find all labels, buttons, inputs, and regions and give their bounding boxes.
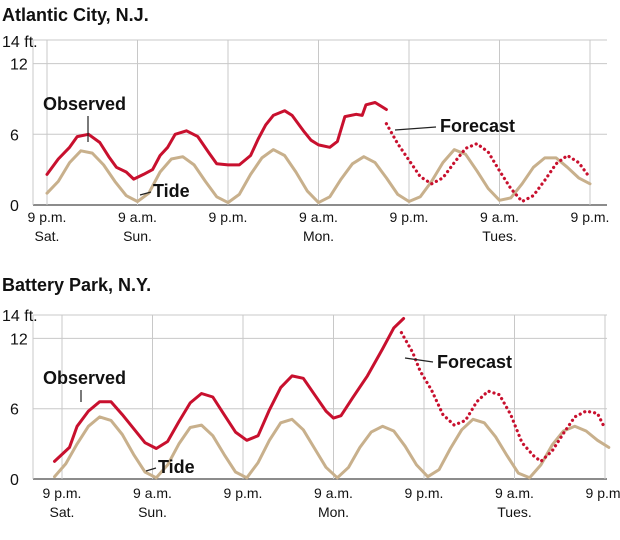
- x-tick-label: 9 p.m.: [586, 485, 620, 501]
- y-tick-label: 12: [10, 57, 28, 74]
- x-tick-label: 9 p.m.: [43, 485, 82, 501]
- annotation-tide: Tide: [158, 457, 195, 477]
- x-tick-sublabel: Mon.: [318, 504, 349, 520]
- annotation-tide: Tide: [153, 181, 190, 201]
- annotation-observed: Observed: [43, 368, 126, 388]
- x-tick-label: 9 p.m.: [571, 209, 610, 225]
- series-line-tide: [53, 415, 611, 480]
- x-tick-sublabel: Sun.: [123, 228, 152, 244]
- x-tick-label: 9 p.m.: [209, 209, 248, 225]
- x-tick-sublabel: Tues.: [482, 228, 517, 244]
- x-tick-label: 9 a.m.: [299, 209, 338, 225]
- x-tick-sublabel: Sat.: [50, 504, 75, 520]
- x-tick-label: 9 a.m.: [133, 485, 172, 501]
- y-tick-label: 6: [10, 127, 19, 144]
- x-tick-label: 9 a.m.: [118, 209, 157, 225]
- x-tick-sublabel: Mon.: [303, 228, 334, 244]
- annotation-forecast: Forecast: [440, 116, 515, 136]
- annotation-leader-forecast: [404, 357, 434, 363]
- x-tick-label: 9 a.m.: [480, 209, 519, 225]
- x-tick-label: 9 a.m.: [314, 485, 353, 501]
- series-line-observed: [53, 317, 406, 463]
- x-tick-sublabel: Tues.: [497, 504, 532, 520]
- y-tick-label: 12: [10, 331, 28, 348]
- annotation-observed: Observed: [43, 94, 126, 114]
- y-tick-label: 6: [10, 402, 19, 419]
- x-tick-label: 9 a.m.: [495, 485, 534, 501]
- x-tick-label: 9 p.m.: [28, 209, 67, 225]
- y-unit-label: 14 ft.: [2, 308, 38, 325]
- series-line-forecast: [399, 331, 607, 463]
- series-line-forecast: [384, 122, 592, 204]
- x-tick-label: 9 p.m.: [405, 485, 444, 501]
- x-tick-label: 9 p.m.: [390, 209, 429, 225]
- chart-panel-1: Atlantic City, N.J. 14 ft. 0 6 12 9 p.m. Sat. 9…: [2, 5, 609, 244]
- chart-title: Atlantic City, N.J.: [2, 5, 149, 25]
- x-tick-sublabel: Sun.: [138, 504, 167, 520]
- annotation-leader-tide: [145, 467, 157, 472]
- annotation-forecast: Forecast: [437, 352, 512, 372]
- y-tick-label: 0: [10, 198, 19, 215]
- annotation-leader-forecast: [394, 126, 437, 131]
- chart-panel-2: Battery Park, N.Y. 14 ft. 0 6 12 9 p.m. Sat. 9 …: [2, 275, 620, 520]
- x-tick-label: 9 p.m.: [224, 485, 263, 501]
- y-tick-label: 0: [10, 472, 19, 489]
- y-unit-label: 14 ft.: [2, 34, 38, 51]
- chart-title: Battery Park, N.Y.: [2, 275, 151, 295]
- series-line-observed: [45, 101, 388, 181]
- annotation-leader-tide: [139, 191, 152, 196]
- x-tick-sublabel: Sat.: [35, 228, 60, 244]
- series-line-tide: [45, 148, 592, 205]
